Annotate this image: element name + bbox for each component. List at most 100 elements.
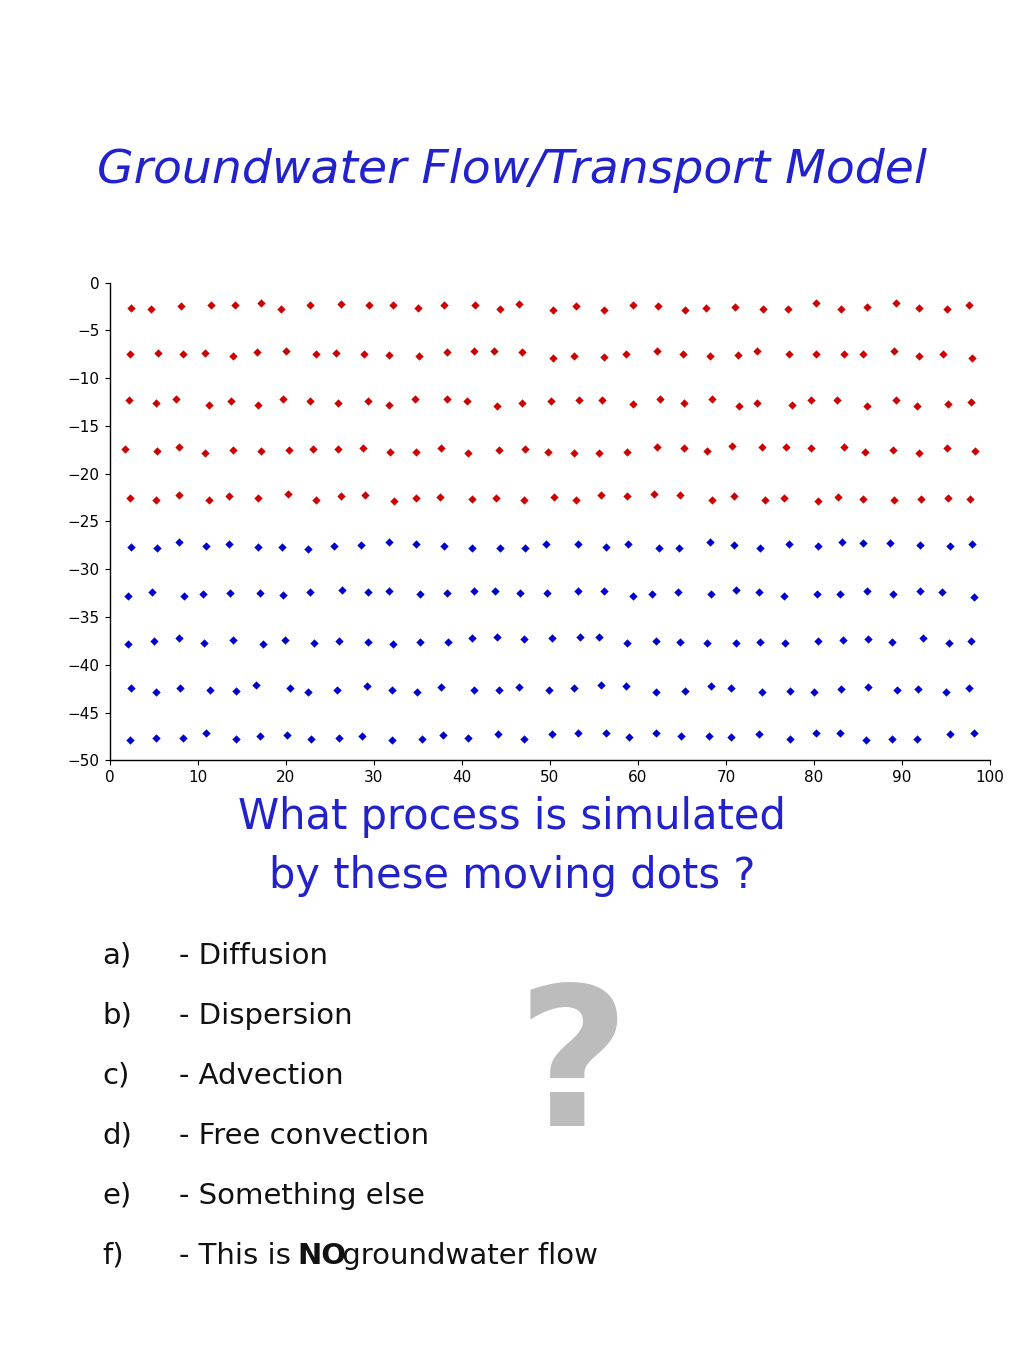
Point (836, 629, 852, 651)
Point (123, 298, 139, 319)
Point (460, 728, 476, 749)
Point (168, 388, 184, 410)
Point (808, 292, 824, 314)
Point (723, 677, 739, 699)
Point (516, 490, 532, 512)
Point (908, 728, 925, 749)
Point (565, 442, 582, 464)
Point (302, 729, 318, 751)
Point (810, 535, 826, 557)
Point (754, 681, 770, 703)
Point (144, 581, 161, 603)
Point (197, 341, 213, 363)
Point (249, 341, 265, 363)
Point (439, 581, 456, 603)
Point (306, 632, 323, 654)
Point (671, 536, 687, 558)
Point (705, 489, 721, 511)
Point (201, 393, 217, 415)
Point (809, 583, 825, 605)
Point (385, 490, 401, 512)
Point (516, 536, 532, 558)
Point (282, 677, 298, 699)
Point (855, 489, 871, 511)
Point (648, 435, 665, 457)
Point (625, 393, 641, 415)
Point (492, 298, 508, 319)
Point (855, 343, 871, 364)
Point (492, 538, 508, 560)
Point (459, 390, 475, 412)
Point (464, 628, 480, 650)
Point (675, 343, 691, 364)
Point (591, 442, 607, 464)
Point (438, 341, 455, 363)
Point (934, 581, 950, 603)
Point (810, 490, 826, 512)
Point (775, 586, 792, 607)
Point (202, 678, 218, 700)
Point (408, 532, 424, 554)
Point (909, 677, 926, 699)
Point (228, 681, 245, 703)
Point (810, 631, 826, 652)
Point (273, 535, 290, 557)
Point (224, 345, 241, 367)
Point (569, 580, 586, 602)
Point (222, 581, 239, 603)
Point (360, 389, 377, 411)
Point (466, 680, 482, 702)
Point (676, 437, 692, 459)
Text: - Dispersion: - Dispersion (179, 1002, 353, 1029)
Point (621, 534, 637, 556)
Point (702, 345, 719, 367)
Point (886, 340, 902, 362)
Point (300, 538, 316, 560)
Point (598, 722, 614, 744)
Point (252, 583, 268, 605)
Point (146, 631, 163, 652)
Point (354, 437, 371, 459)
Point (677, 299, 693, 321)
Point (250, 487, 266, 509)
Point (511, 293, 527, 315)
Point (486, 580, 503, 602)
Point (730, 344, 746, 366)
Point (195, 583, 211, 605)
Point (330, 392, 346, 414)
Point (778, 437, 795, 459)
Point (543, 390, 559, 412)
Point (360, 293, 377, 315)
Text: NO: NO (297, 1242, 346, 1269)
Point (596, 580, 612, 602)
Point (833, 722, 849, 744)
Point (702, 676, 719, 698)
Point (439, 388, 456, 410)
Point (571, 389, 588, 411)
Point (752, 580, 768, 602)
Point (199, 535, 215, 557)
Point (516, 628, 532, 650)
Point (833, 678, 849, 700)
Point (935, 344, 951, 366)
Point (227, 295, 244, 317)
Point (120, 586, 136, 607)
Point (644, 583, 660, 605)
Point (752, 536, 768, 558)
Text: a): a) (102, 942, 132, 969)
Text: - Something else: - Something else (179, 1182, 425, 1209)
Point (964, 347, 980, 369)
Point (702, 583, 719, 605)
Point (540, 441, 556, 463)
Point (781, 343, 798, 364)
Point (625, 586, 641, 607)
Point (910, 345, 927, 367)
Point (966, 722, 982, 744)
Point (147, 489, 164, 511)
Point (514, 341, 530, 363)
Point (940, 393, 956, 415)
Point (359, 674, 376, 696)
Text: What process is simulated
by these moving dots ?: What process is simulated by these movin… (238, 796, 786, 897)
Point (593, 485, 609, 506)
Point (253, 292, 269, 314)
